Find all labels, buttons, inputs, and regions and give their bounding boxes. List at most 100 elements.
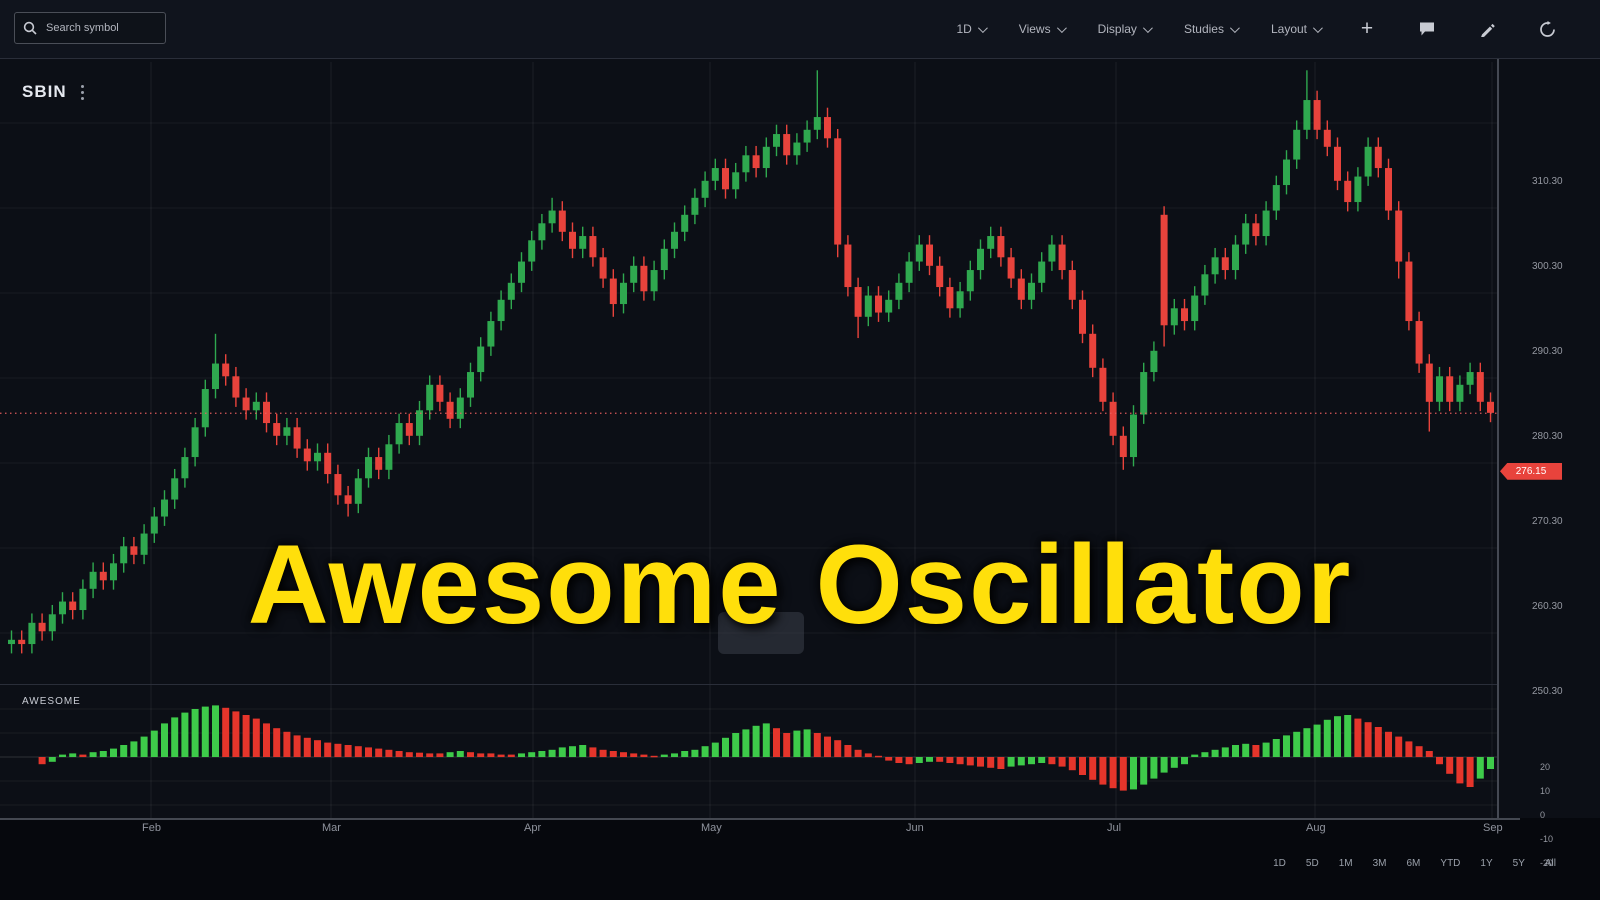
ao-bar (365, 747, 372, 757)
price-axis-label: 310.30 (1532, 176, 1563, 187)
timeframe-button-5d[interactable]: 5D (1305, 858, 1319, 869)
candle (354, 478, 362, 504)
candle (191, 427, 199, 458)
month-label[interactable]: Jun (906, 822, 924, 834)
candle (1425, 363, 1433, 402)
ao-bar (1293, 731, 1301, 757)
ao-bar (640, 754, 648, 757)
timeframe-button-6m[interactable]: 6M (1406, 858, 1421, 869)
search-box[interactable] (14, 12, 166, 44)
ao-bar (487, 753, 495, 757)
candle (222, 363, 230, 377)
timeframe-button-ytd[interactable]: YTD (1440, 858, 1461, 869)
month-label[interactable]: Aug (1306, 822, 1326, 834)
timeframe-button-1m[interactable]: 1M (1338, 858, 1353, 869)
menu-interval[interactable]: 1D (956, 22, 988, 36)
candle (1232, 244, 1239, 271)
menu-studies[interactable]: Studies (1184, 22, 1240, 36)
ao-bar (1181, 757, 1188, 765)
ao-bar (885, 757, 893, 761)
candle (334, 474, 342, 496)
candle (395, 423, 403, 445)
candle (344, 495, 352, 504)
candle (875, 295, 882, 313)
draw-icon[interactable] (1474, 16, 1500, 42)
bottom-strip (0, 818, 1600, 900)
candle (1374, 146, 1382, 169)
month-label[interactable]: Feb (142, 822, 161, 834)
candle (1466, 372, 1474, 385)
ao-bar (783, 733, 791, 757)
refresh-icon[interactable] (1534, 16, 1560, 42)
menu-views[interactable]: Views (1019, 22, 1067, 36)
ao-bar (242, 715, 250, 757)
candle (365, 457, 372, 479)
ao-bar (201, 706, 209, 757)
ao-bar (395, 751, 403, 757)
candle (977, 248, 984, 271)
ao-bar (477, 753, 485, 757)
search-input[interactable] (44, 21, 138, 35)
menu-layout[interactable]: Layout (1271, 22, 1323, 36)
candle (803, 129, 811, 143)
ao-bar (89, 752, 97, 757)
candle (956, 291, 964, 309)
candle (120, 546, 128, 564)
candle (1283, 159, 1290, 186)
timeframe-button-1d[interactable]: 1D (1273, 858, 1286, 869)
ao-bar (905, 757, 913, 765)
ao-bar (1099, 757, 1107, 785)
ao-bar (1130, 757, 1137, 790)
menu-display[interactable]: Display (1098, 22, 1153, 36)
candle (1303, 100, 1311, 130)
candle (324, 452, 332, 475)
candle (1068, 270, 1076, 300)
candle (783, 134, 791, 156)
osc-axis-label: 0 (1540, 810, 1546, 820)
ao-bar (1334, 716, 1341, 757)
candlestick-chart[interactable] (0, 58, 1600, 900)
chat-icon[interactable] (1414, 16, 1440, 42)
candle (854, 287, 862, 317)
month-label[interactable]: Jul (1107, 822, 1122, 834)
candle (966, 270, 974, 292)
chevron-down-icon (1056, 22, 1067, 33)
candle (181, 457, 189, 479)
candle (467, 372, 474, 398)
ao-bar (426, 753, 434, 757)
ao-bar (161, 723, 168, 757)
ao-bar (375, 748, 383, 757)
price-axis-line[interactable] (1497, 58, 1499, 818)
symbol-menu-dots[interactable] (80, 84, 84, 100)
ao-bar (518, 753, 525, 757)
timeframe-button-5y[interactable]: 5Y (1512, 858, 1525, 869)
ao-bar (824, 736, 831, 757)
symbol-name: SBIN (22, 82, 67, 101)
candle (497, 299, 505, 322)
ao-bar (1109, 757, 1117, 789)
ao-bar (803, 729, 811, 757)
time-axis-line[interactable] (0, 818, 1520, 820)
candle (1487, 401, 1494, 413)
month-label[interactable]: Mar (322, 822, 341, 834)
candle (1364, 146, 1372, 177)
candle (303, 448, 311, 462)
month-label[interactable]: Apr (524, 822, 542, 834)
timeframe-button-3m[interactable]: 3M (1372, 858, 1387, 869)
ao-bar (1395, 736, 1403, 757)
month-label[interactable]: May (701, 822, 722, 834)
ao-bar (1242, 743, 1250, 757)
month-label[interactable]: Sep (1483, 822, 1503, 834)
timeframe-button-1y[interactable]: 1Y (1480, 858, 1493, 869)
candle (834, 138, 842, 245)
candle (89, 571, 97, 589)
ao-bar (1170, 757, 1178, 768)
ao-bar (997, 757, 1005, 769)
price-axis-label: 250.30 (1532, 686, 1563, 697)
add-icon[interactable]: + (1360, 17, 1374, 40)
candle (1221, 257, 1229, 271)
price-axis-label: 260.30 (1532, 601, 1563, 612)
candle (201, 389, 209, 428)
price-axis-label: 290.30 (1532, 346, 1563, 357)
timeframe-button-all[interactable]: All (1544, 858, 1556, 869)
